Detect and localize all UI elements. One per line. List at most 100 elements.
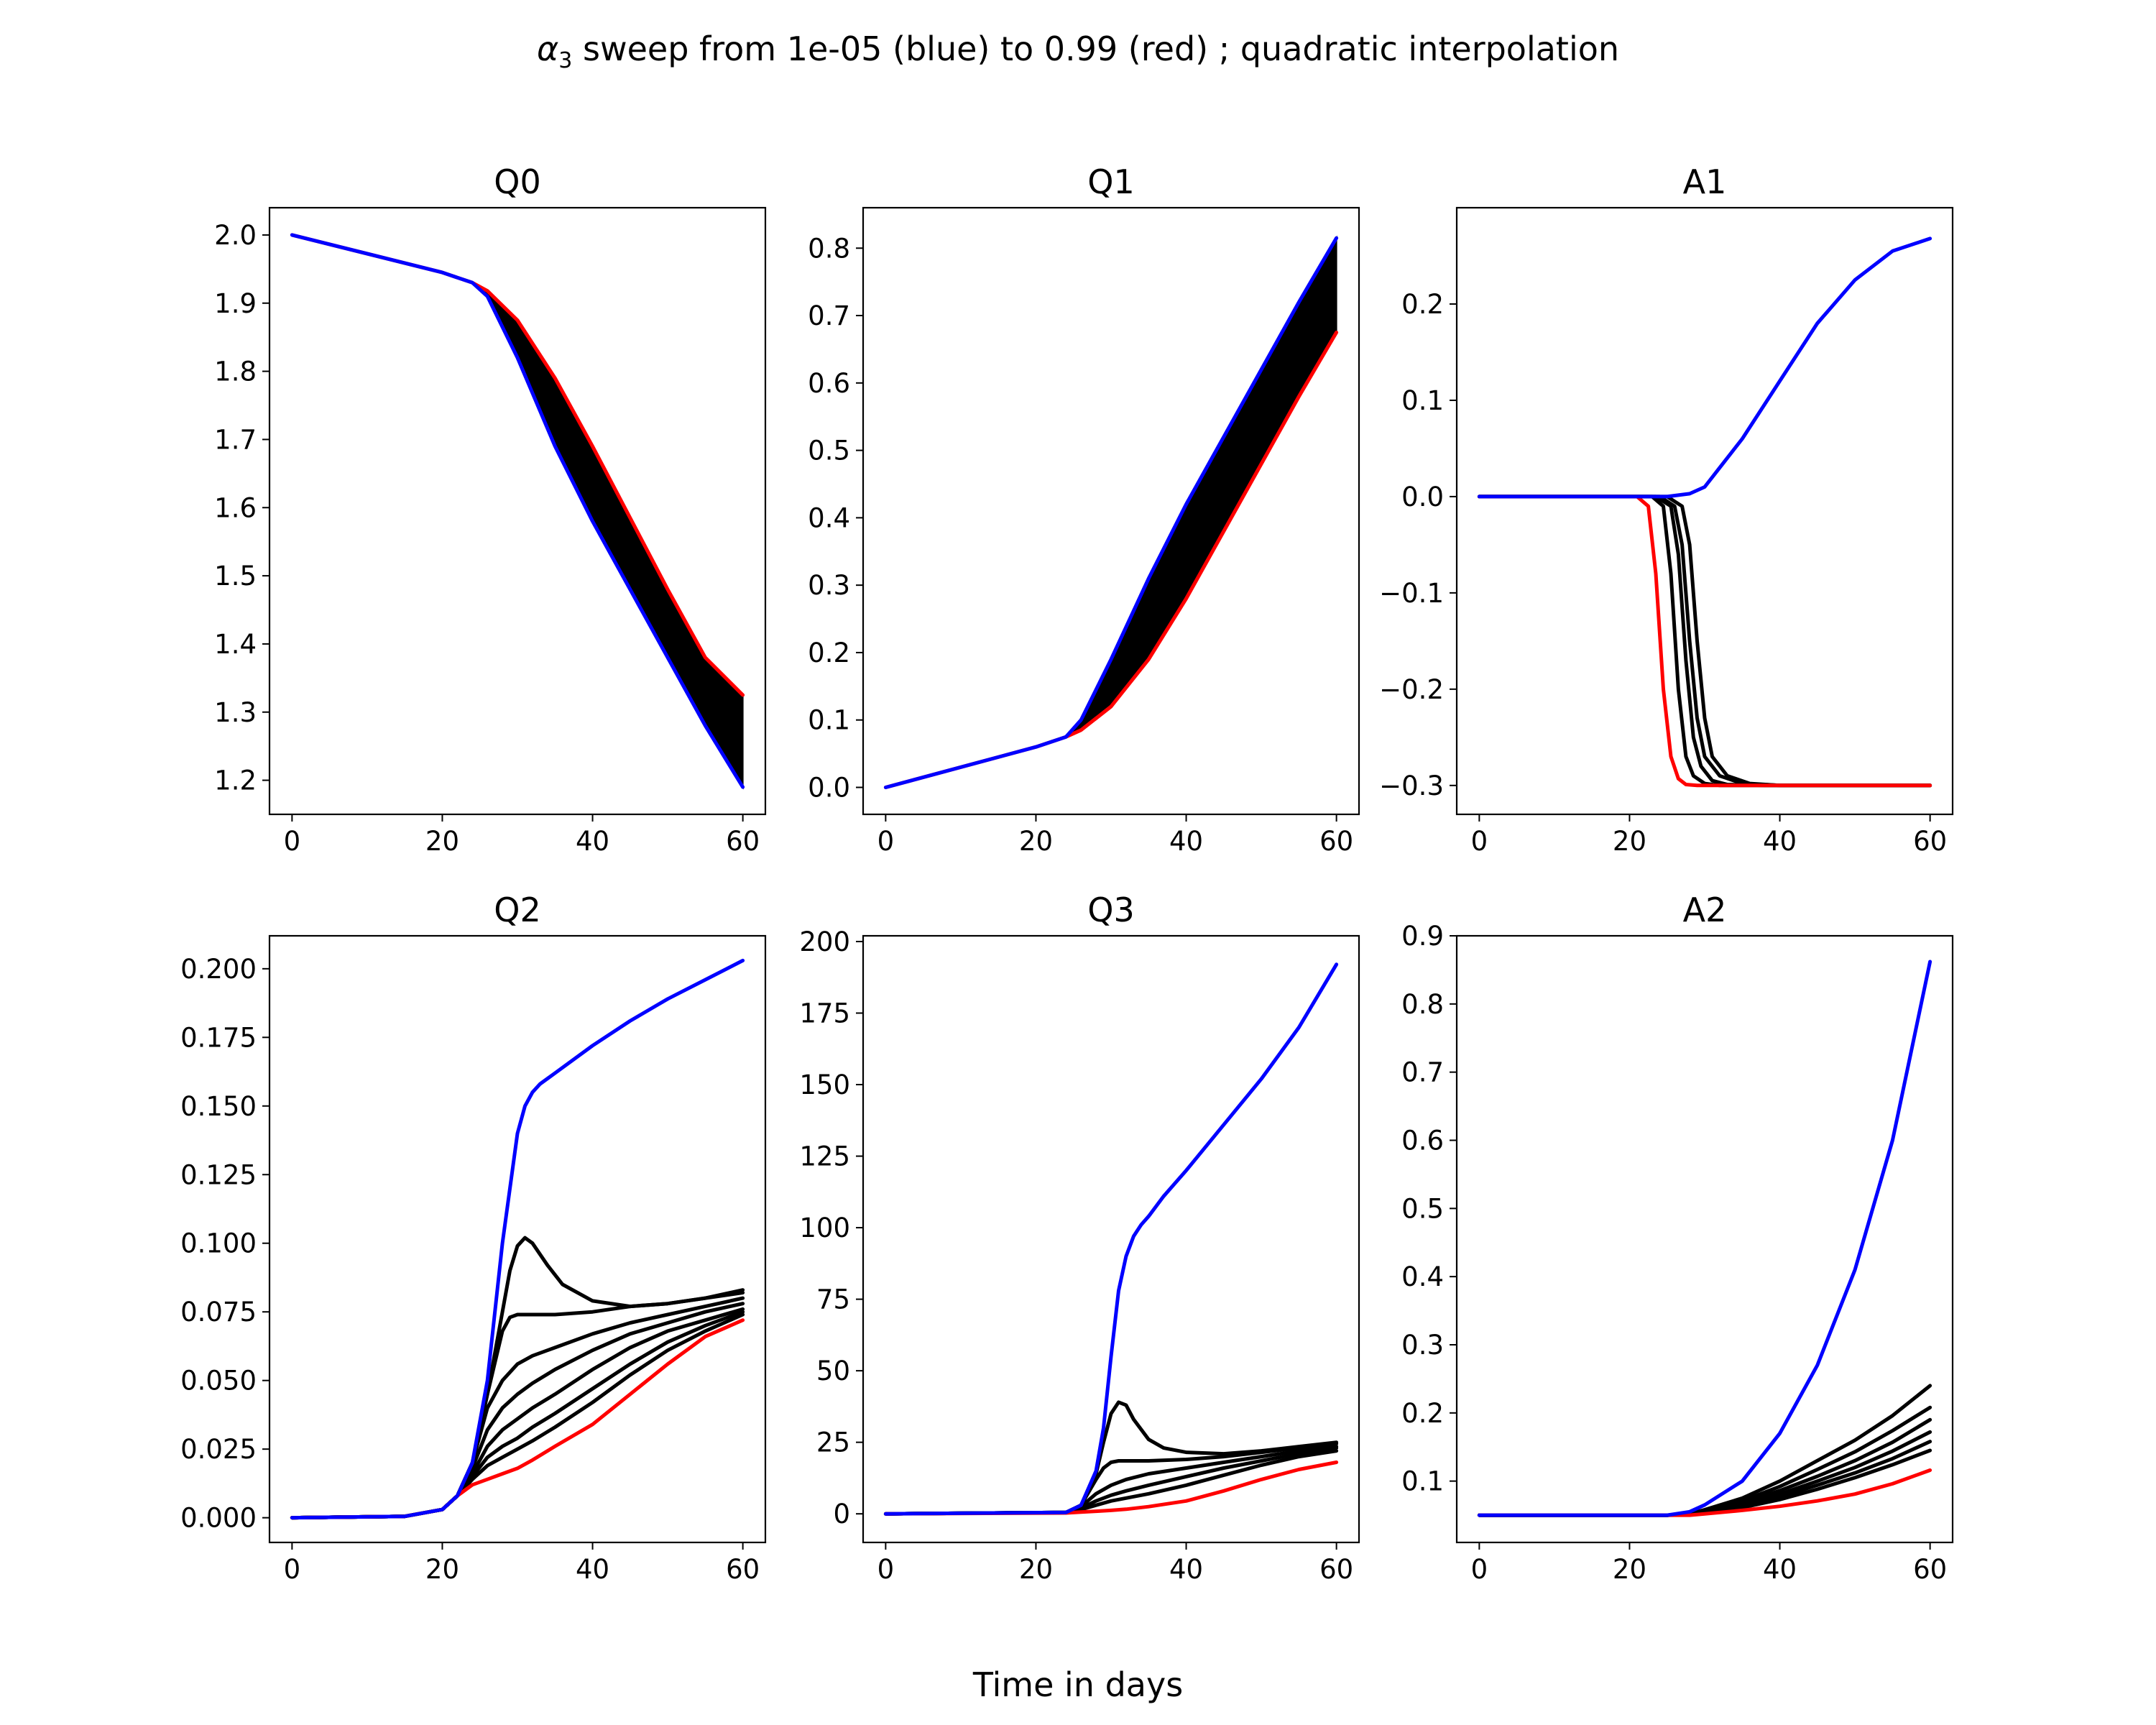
x-tick-label: 20 <box>425 826 459 857</box>
suptitle-alpha-symbol: α <box>537 29 558 68</box>
x-tick-label: 0 <box>877 1554 895 1585</box>
series-line-last <box>1477 494 1932 788</box>
x-tick-label: 20 <box>1019 1554 1053 1585</box>
x-tick-label: 20 <box>1613 826 1646 857</box>
y-tick-label: 0.2 <box>808 638 850 668</box>
y-tick-label: 0.2 <box>1401 1398 1444 1429</box>
x-tick-label: 40 <box>1169 1554 1203 1585</box>
series-group <box>290 958 745 1520</box>
axes-frame <box>1455 206 1954 816</box>
series-group <box>1477 236 1932 788</box>
series-group <box>290 233 745 790</box>
y-tick-label: 0.6 <box>808 368 850 399</box>
series-line-middle <box>883 1449 1339 1516</box>
y-tick-label: 0.7 <box>1401 1057 1444 1088</box>
y-tick-label: 1.8 <box>214 356 257 387</box>
x-tick-label: 0 <box>284 1554 301 1585</box>
y-tick-label: 125 <box>799 1141 850 1172</box>
y-tick-label: 1.9 <box>214 288 257 319</box>
y-tick-label: 0.8 <box>1401 989 1444 1020</box>
y-tick-label: 1.5 <box>214 561 257 592</box>
y-tick-label: 2.0 <box>214 220 257 251</box>
subplot-title: Q1 <box>1087 162 1134 201</box>
y-tick-label: 0.4 <box>1401 1261 1444 1292</box>
series-line-last <box>883 1460 1339 1516</box>
series-line-first <box>1477 236 1932 499</box>
figure-xlabel: Time in days <box>972 1665 1183 1704</box>
series-line-first <box>1477 960 1932 1517</box>
y-tick-label: 0.200 <box>180 954 257 985</box>
y-tick-label: 0.150 <box>180 1091 257 1122</box>
x-tick-label: 20 <box>1613 1554 1646 1585</box>
subplot-title: Q2 <box>494 891 540 929</box>
y-tick-label: 0.1 <box>1401 385 1444 416</box>
x-tick-label: 40 <box>1169 826 1203 857</box>
y-tick-label: 0.2 <box>1401 289 1444 320</box>
subplot-q2: Q2 0 20 40 60 0.000 0.025 0.050 0.075 0.100 0.125 0… <box>180 891 767 1585</box>
subplot-title: A2 <box>1683 891 1727 929</box>
y-tick-label: −0.2 <box>1379 674 1444 705</box>
series-line-first <box>290 233 745 789</box>
subplot-a2: A2 0 20 40 60 0.1 0.2 0.3 0.4 0.5 0.6 0.7 0.8 0.9 <box>1401 891 1954 1585</box>
y-tick-label: 100 <box>799 1213 850 1243</box>
y-tick-label: −0.3 <box>1379 770 1444 801</box>
subplot-q1: Q1 0 20 40 60 0.0 0.1 0.2 0.3 0.4 0.5 0.6 0.7 0.8 <box>808 162 1360 857</box>
axes-frame <box>862 934 1360 1544</box>
x-tick-label: 40 <box>576 1554 609 1585</box>
y-tick-label: 0.050 <box>180 1366 257 1397</box>
y-tick-label: 0 <box>833 1499 850 1530</box>
y-tick-label: 150 <box>799 1070 850 1100</box>
series-line-first <box>883 962 1339 1516</box>
series-group <box>883 235 1339 789</box>
y-tick-label: 0.025 <box>180 1434 257 1465</box>
subplot-title: Q0 <box>494 162 540 201</box>
subplot-title: Q3 <box>1087 891 1134 929</box>
x-tick-label: 0 <box>1471 1554 1488 1585</box>
y-tick-label: 75 <box>816 1284 850 1315</box>
x-tick-label: 40 <box>1763 826 1797 857</box>
suptitle-alpha-subscript: 3 <box>558 48 572 73</box>
y-tick-label: 1.2 <box>214 765 257 796</box>
axes-frame <box>268 934 767 1544</box>
x-tick-label: 20 <box>425 1554 459 1585</box>
y-tick-label: 0.4 <box>808 502 850 533</box>
y-tick-label: 0.1 <box>808 705 850 736</box>
x-tick-label: 60 <box>1913 826 1947 857</box>
y-tick-label: −0.1 <box>1379 578 1444 609</box>
y-tick-label: 0.7 <box>808 300 850 331</box>
y-tick-label: 50 <box>816 1356 850 1386</box>
y-tick-label: 0.1 <box>1401 1466 1444 1497</box>
y-tick-label: 0.5 <box>1401 1193 1444 1224</box>
x-tick-label: 60 <box>1319 826 1353 857</box>
axes-frame <box>268 206 767 816</box>
x-tick-label: 0 <box>877 826 895 857</box>
series-line-first <box>883 236 1339 789</box>
subplot-q0: Q0 0 20 40 60 1.2 1.3 1.4 1.5 1.6 1.7 1.8 1.9 2.0 <box>214 162 767 857</box>
x-tick-label: 0 <box>284 826 301 857</box>
y-tick-label: 200 <box>799 926 850 957</box>
y-tick-label: 0.0 <box>1401 482 1444 512</box>
suptitle-text: sweep from 1e-05 (blue) to 0.99 (red) ; … <box>572 29 1619 68</box>
axes-frame <box>862 206 1360 816</box>
x-tick-label: 60 <box>726 1554 760 1585</box>
y-tick-label: 0.6 <box>1401 1125 1444 1156</box>
y-tick-label: 0.5 <box>808 436 850 466</box>
y-tick-label: 0.3 <box>808 570 850 601</box>
x-tick-label: 40 <box>576 826 609 857</box>
y-tick-label: 175 <box>799 998 850 1029</box>
y-tick-label: 1.7 <box>214 424 257 455</box>
x-tick-label: 0 <box>1471 826 1488 857</box>
y-tick-label: 0.0 <box>808 772 850 803</box>
figure-suptitle: α3 sweep from 1e-05 (blue) to 0.99 (red)… <box>537 29 1619 73</box>
y-tick-label: 0.000 <box>180 1503 257 1534</box>
subplot-title: A1 <box>1683 162 1727 201</box>
y-tick-label: 0.175 <box>180 1022 257 1053</box>
y-tick-label: 25 <box>816 1427 850 1458</box>
subplot-q3: Q3 0 20 40 60 0 25 50 75 100 125 150 175 200 <box>799 891 1360 1585</box>
x-tick-label: 40 <box>1763 1554 1797 1585</box>
series-group <box>883 962 1339 1516</box>
y-tick-label: 0.9 <box>1401 921 1444 952</box>
x-tick-label: 60 <box>1319 1554 1353 1585</box>
series-line-first <box>290 958 745 1520</box>
